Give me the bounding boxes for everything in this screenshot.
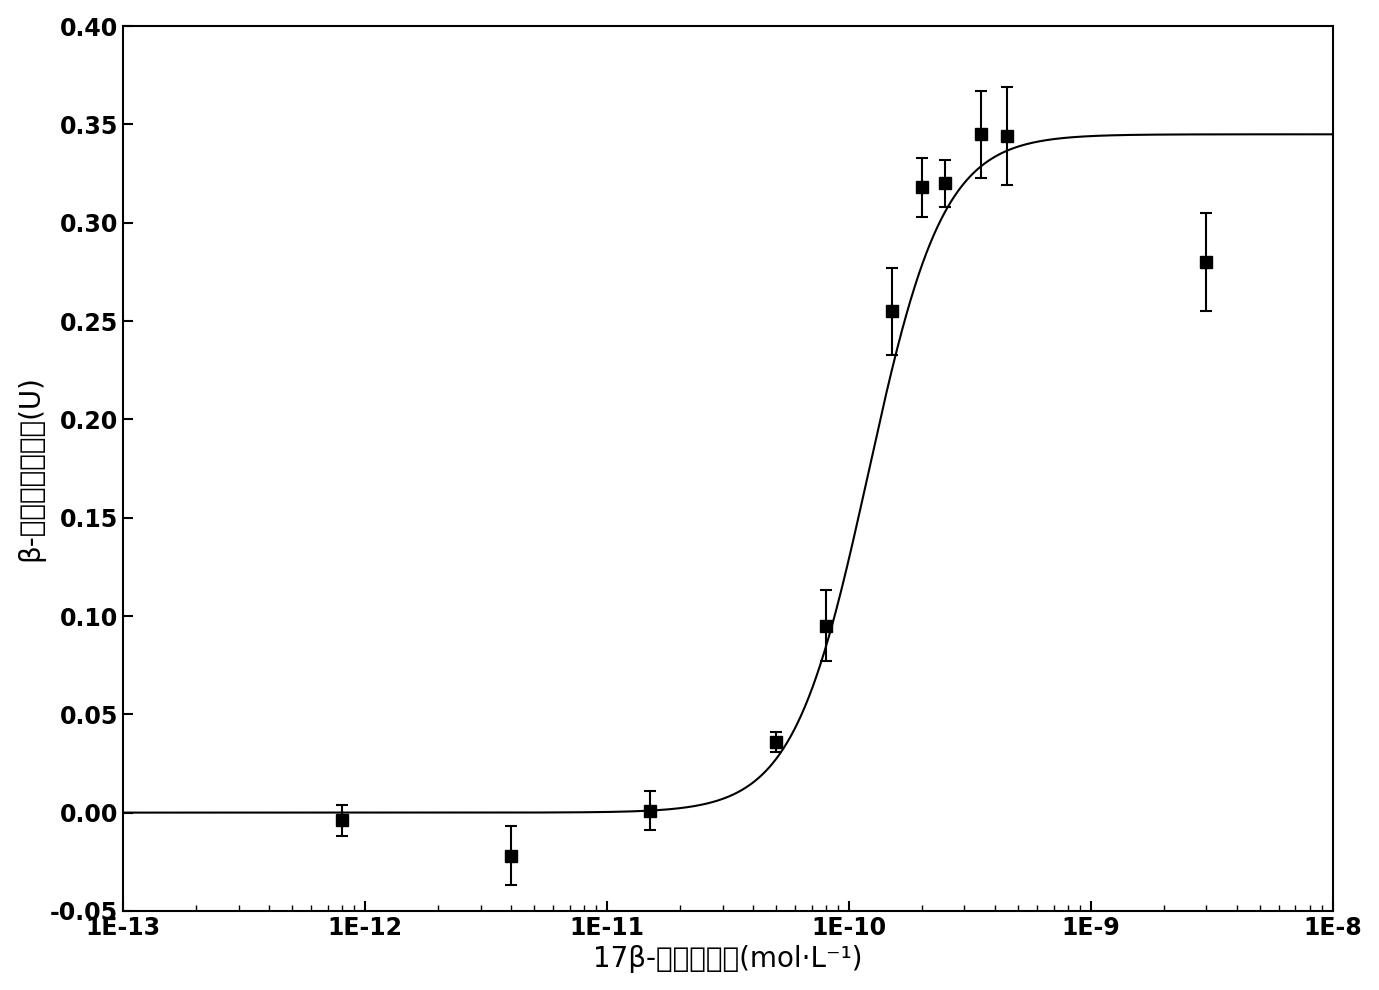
Y-axis label: β-半乳糖苷酶活性(U): β-半乳糖苷酶活性(U) bbox=[17, 375, 44, 561]
X-axis label: 17β-雌二醇浓度(mol·L⁻¹): 17β-雌二醇浓度(mol·L⁻¹) bbox=[593, 945, 863, 973]
